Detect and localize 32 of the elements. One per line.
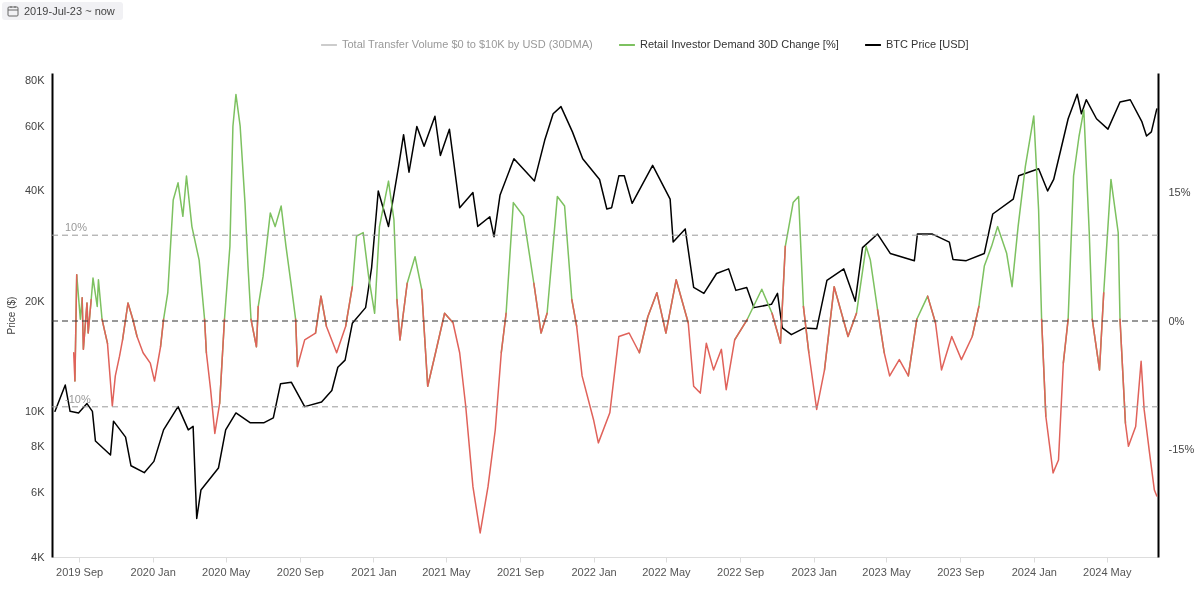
y-axis-title: Price ($): [5, 296, 17, 335]
x-tick-label: 2023 Jan: [791, 565, 837, 578]
y2-tick-label: -15%: [1168, 443, 1195, 456]
y2-tick-label: 0%: [1168, 314, 1185, 327]
x-tick-label: 2021 Jan: [351, 565, 397, 578]
x-tick-label: 2019 Sep: [56, 565, 104, 578]
y-tick-label: 6K: [31, 486, 46, 499]
x-tick-label: 2022 Sep: [717, 565, 765, 578]
y-tick-label: 60K: [24, 119, 46, 132]
legend-label: BTC Price [USD]: [886, 38, 969, 50]
x-tick-label: 2022 Jan: [571, 565, 617, 578]
x-tick-label: 2024 May: [1083, 565, 1132, 578]
y2-tick-label: 15%: [1168, 185, 1191, 198]
x-tick-label: 2021 Sep: [496, 565, 545, 578]
x-tick-label: 2023 Sep: [937, 565, 985, 578]
x-tick-label: 2022 May: [642, 565, 692, 578]
x-tick-label: 2021 May: [422, 565, 471, 578]
x-tick-label: 2023 May: [862, 565, 912, 578]
x-tick-label: 2020 Jan: [130, 565, 176, 578]
y-tick-label: 40K: [24, 184, 46, 197]
ref-line-label: 10%: [65, 221, 88, 234]
legend-label: Total Transfer Volume $0 to $10K by USD (30DMA): [342, 38, 593, 50]
x-tick-label: 2020 Sep: [276, 565, 324, 578]
legend-label: Retail Investor Demand 30D Change [%]: [640, 38, 839, 50]
x-tick-label: 2024 Jan: [1011, 565, 1057, 578]
y-tick-label: 4K: [31, 550, 46, 563]
text: 2019-Jul-23 ~ now: [24, 5, 115, 17]
x-tick-label: 2020 May: [202, 565, 251, 578]
y-tick-label: 10K: [24, 404, 46, 417]
y-tick-label: 20K: [24, 294, 46, 307]
y-tick-label: 80K: [24, 74, 46, 87]
y-tick-label: 8K: [31, 440, 46, 453]
